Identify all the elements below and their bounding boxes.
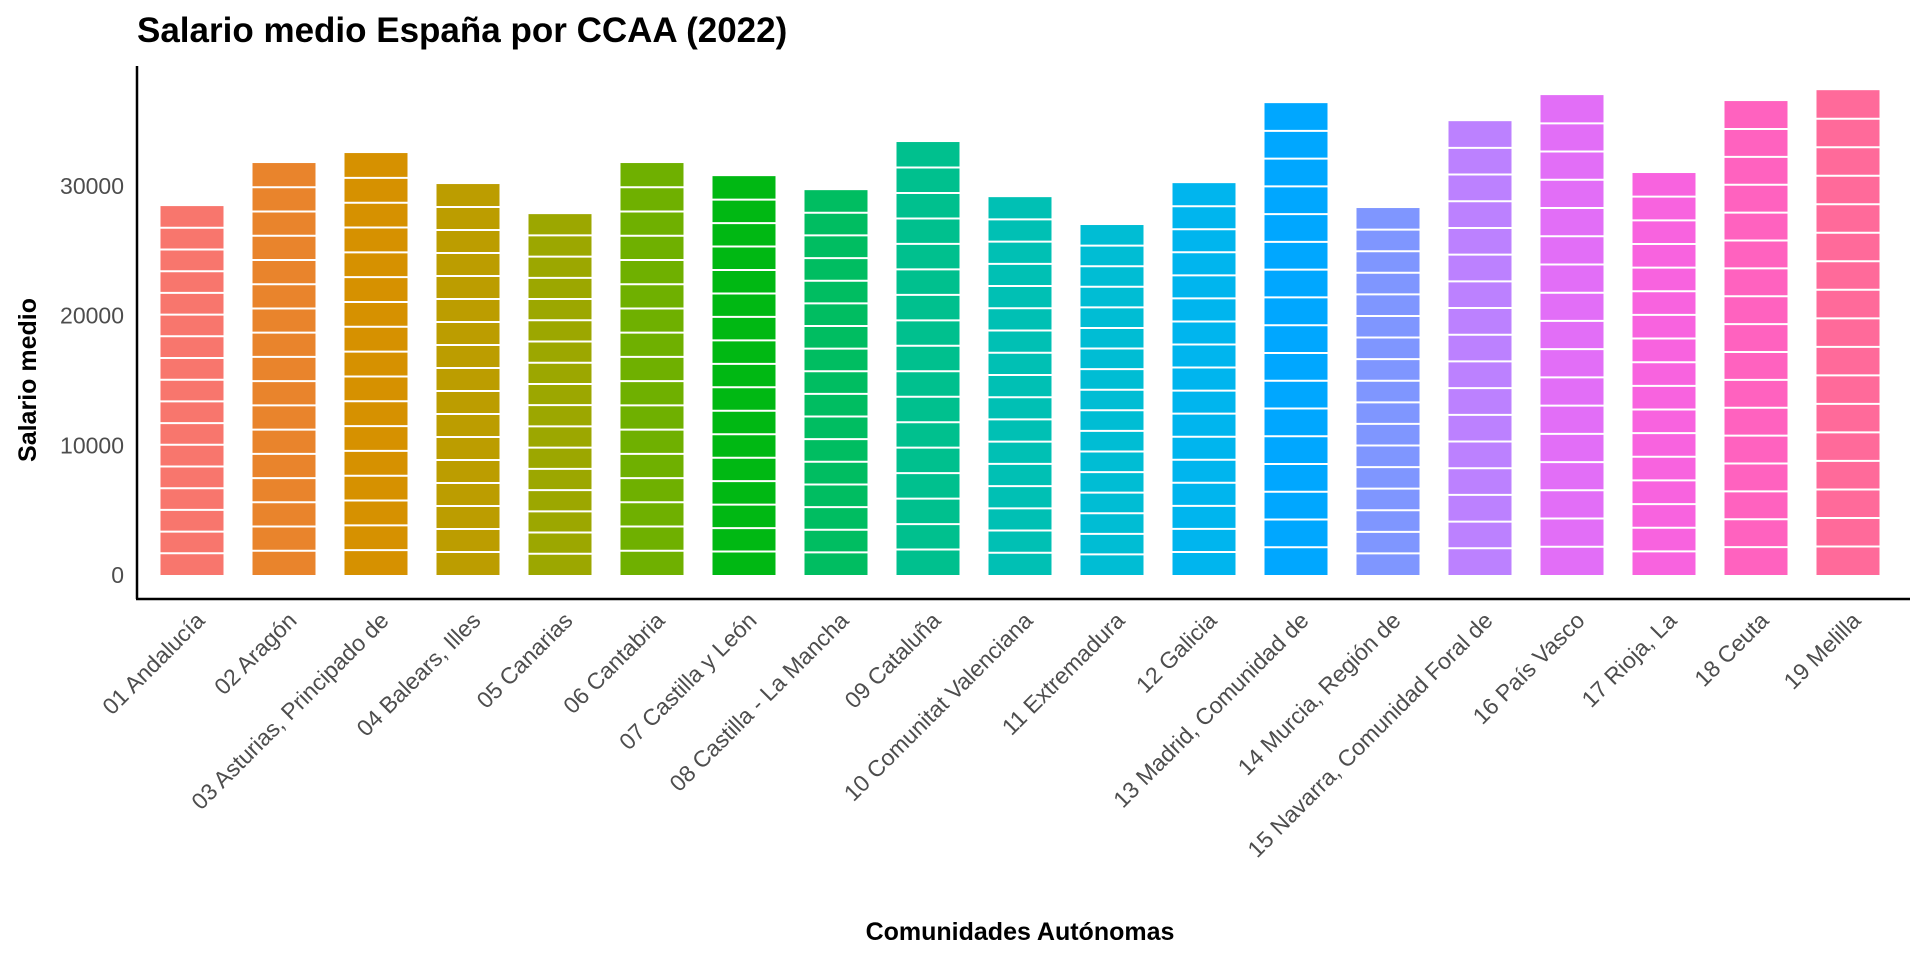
- y-axis-title: Salario medio: [14, 298, 42, 462]
- bar: [528, 214, 592, 575]
- bar: [1448, 121, 1512, 576]
- y-tick-label: 10000: [60, 432, 124, 458]
- x-tick-label: 14 Murcia, Región de: [1233, 607, 1406, 780]
- bar: [896, 142, 960, 575]
- bar: [620, 163, 684, 575]
- bar-rect: [1724, 101, 1788, 576]
- y-axis-ticks: 0 10000 20000 30000: [60, 173, 124, 588]
- x-tick-label: 10 Comunitat Valenciana: [839, 607, 1038, 806]
- x-axis-title: Comunidades Autónomas: [866, 918, 1175, 946]
- bar: [1816, 90, 1880, 575]
- bar-rect: [1264, 103, 1328, 575]
- bar: [1356, 208, 1420, 575]
- bar-rect: [896, 142, 960, 575]
- bar-rect: [344, 153, 408, 575]
- x-tick-label: 01 Andalucía: [97, 607, 210, 720]
- bars: [160, 90, 1880, 576]
- bar: [1724, 101, 1788, 576]
- bar: [252, 163, 316, 575]
- bar: [1080, 225, 1144, 575]
- x-tick-label: 12 Galicia: [1131, 607, 1222, 698]
- bar: [712, 176, 776, 576]
- bar-rect: [804, 190, 868, 575]
- y-tick-label: 30000: [60, 173, 124, 199]
- bar-rect: [1080, 225, 1144, 575]
- y-tick-label: 0: [111, 562, 124, 588]
- bar-rect: [1448, 121, 1512, 576]
- bar-rect: [620, 163, 684, 575]
- bar-rect: [1172, 183, 1236, 575]
- x-tick-label: 13 Madrid, Comunidad de: [1108, 607, 1314, 813]
- bar-rect: [252, 163, 316, 575]
- bar-rect: [528, 214, 592, 575]
- bar: [160, 206, 224, 575]
- x-tick-label: 18 Ceuta: [1689, 607, 1774, 692]
- bar-rect: [160, 206, 224, 575]
- bar-rect: [712, 176, 776, 576]
- bar-rect: [1816, 90, 1880, 575]
- bar: [988, 197, 1052, 575]
- bar: [436, 184, 500, 575]
- x-tick-label: 08 Castilla - La Mancha: [664, 607, 853, 796]
- x-tick-label: 19 Melilla: [1778, 607, 1865, 694]
- bar: [1172, 183, 1236, 575]
- bar: [1632, 173, 1696, 576]
- bar-rect: [988, 197, 1052, 575]
- chart-title: Salario medio España por CCAA (2022): [137, 11, 787, 50]
- y-tick-label: 20000: [60, 303, 124, 329]
- bar: [1264, 103, 1328, 575]
- bar-rect: [436, 184, 500, 575]
- x-tick-label: 17 Rioja, La: [1576, 607, 1681, 712]
- bar: [1540, 95, 1604, 575]
- bar: [804, 190, 868, 575]
- bar-rect: [1632, 173, 1696, 576]
- bar: [344, 153, 408, 575]
- bar-rect: [1356, 208, 1420, 575]
- x-tick-label: 02 Aragón: [209, 607, 302, 700]
- bar-rect: [1540, 95, 1604, 575]
